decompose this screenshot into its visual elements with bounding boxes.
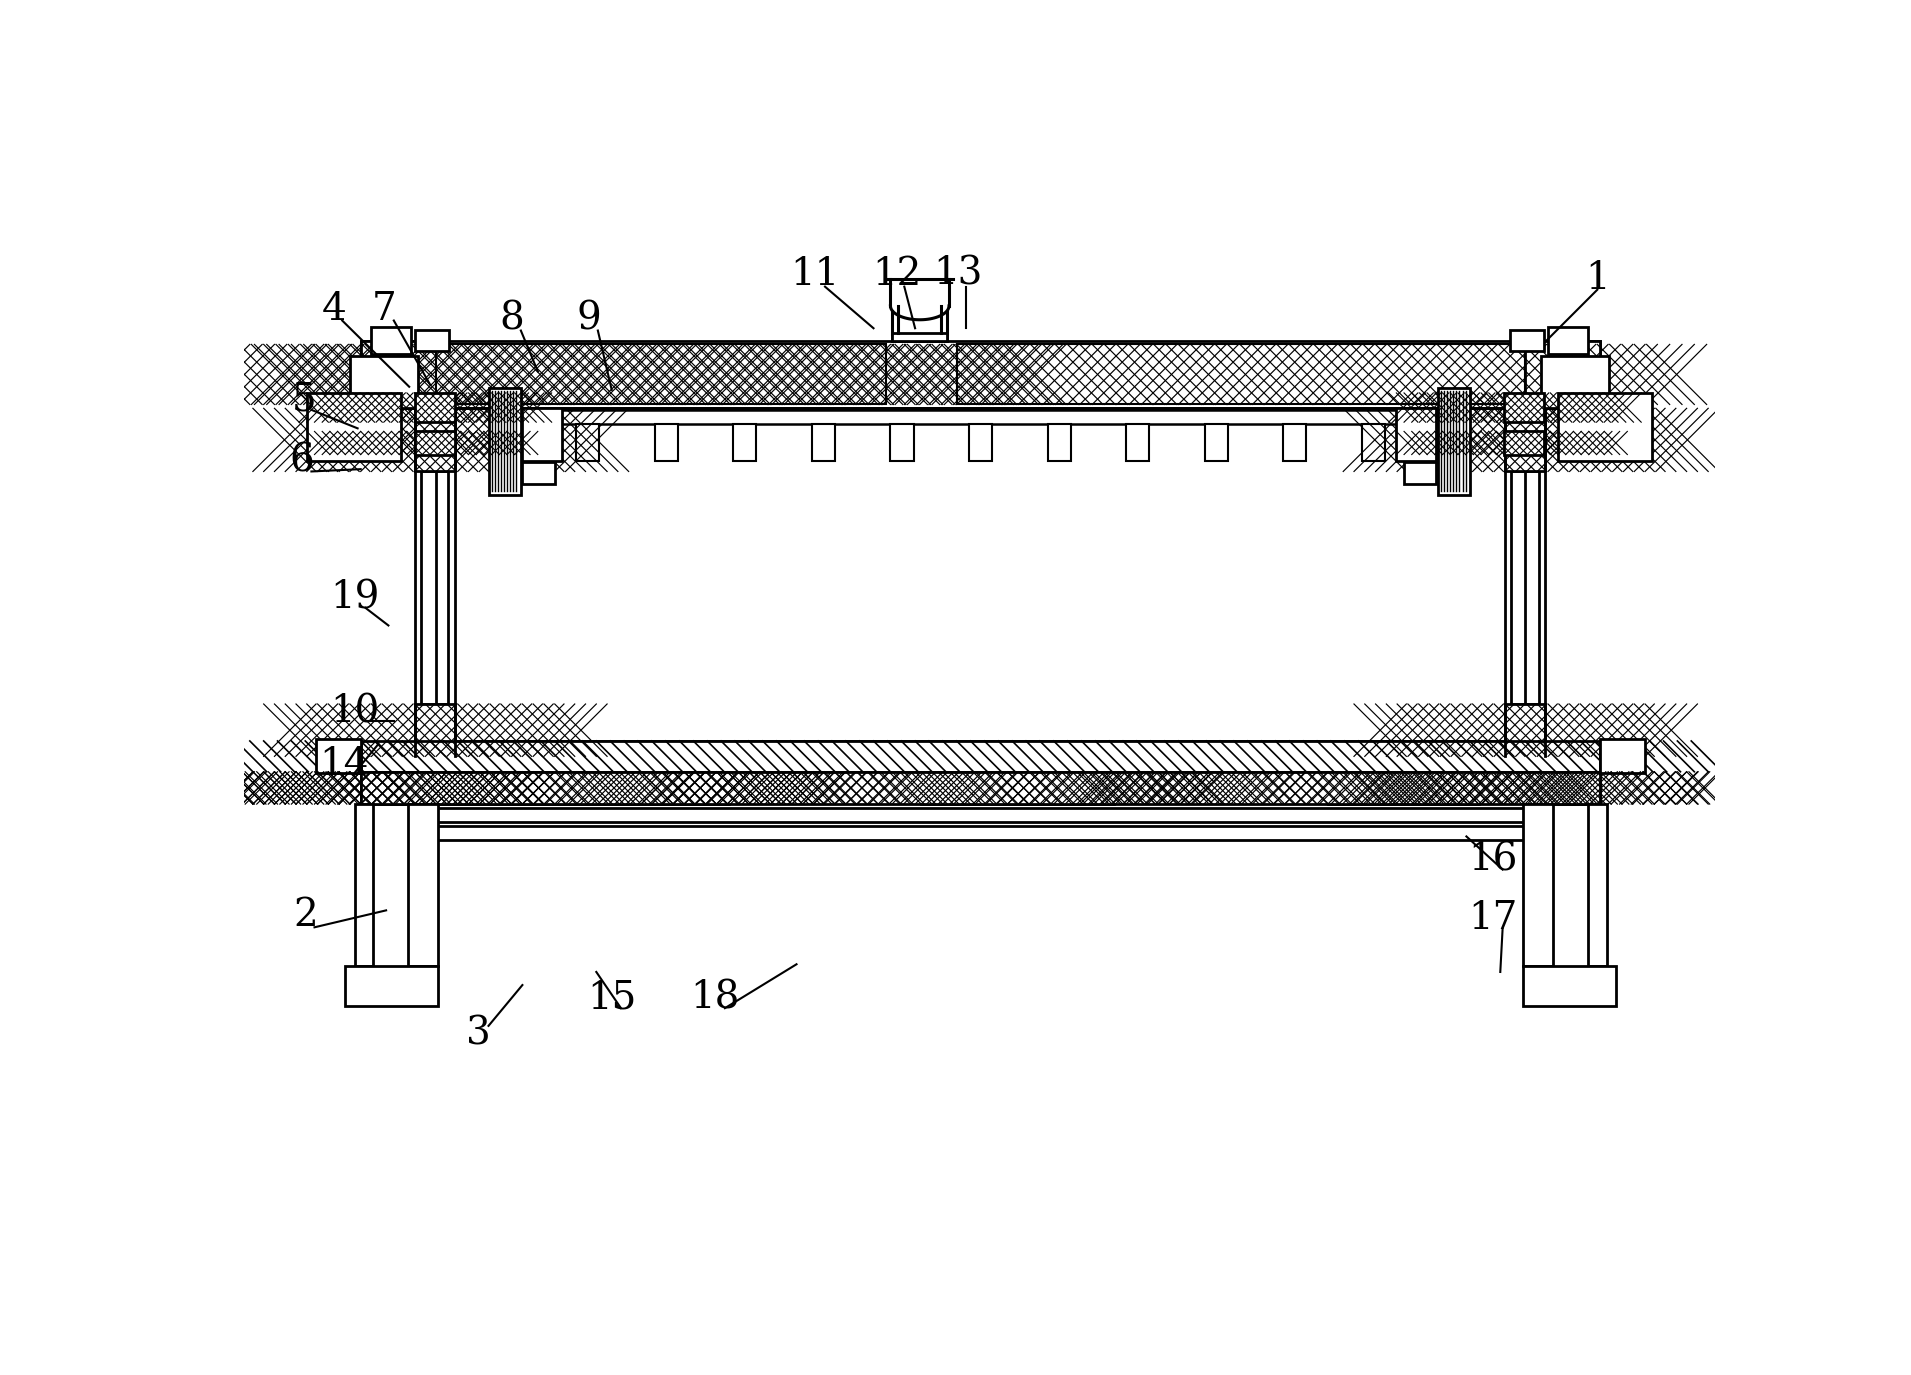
- Bar: [415, 393, 455, 422]
- Bar: [1204, 424, 1227, 461]
- Bar: [497, 424, 522, 461]
- Text: 3: 3: [466, 1015, 491, 1052]
- Bar: [522, 462, 554, 484]
- Bar: [1548, 327, 1588, 353]
- Bar: [436, 771, 728, 804]
- Bar: [892, 333, 948, 341]
- Bar: [1510, 330, 1544, 352]
- Text: 13: 13: [934, 256, 982, 293]
- Bar: [315, 740, 361, 773]
- Bar: [655, 424, 678, 461]
- Text: 16: 16: [1468, 842, 1517, 879]
- Bar: [361, 341, 436, 408]
- Bar: [1600, 744, 1632, 769]
- Bar: [1523, 965, 1617, 1006]
- Text: 15: 15: [587, 979, 636, 1016]
- Text: 18: 18: [690, 979, 740, 1016]
- Bar: [308, 393, 401, 461]
- Bar: [891, 424, 913, 461]
- Bar: [415, 704, 455, 756]
- Bar: [1525, 771, 1600, 804]
- Bar: [1363, 424, 1385, 461]
- Bar: [361, 341, 1600, 408]
- Bar: [1512, 472, 1538, 704]
- Bar: [497, 410, 1464, 424]
- Bar: [415, 330, 449, 352]
- Bar: [329, 744, 361, 769]
- Bar: [415, 408, 455, 472]
- Text: 9: 9: [577, 301, 600, 337]
- Bar: [1405, 462, 1437, 484]
- Bar: [361, 771, 1600, 804]
- Text: 2: 2: [292, 898, 317, 934]
- Bar: [1557, 393, 1651, 461]
- Bar: [1525, 341, 1600, 408]
- Bar: [1047, 424, 1070, 461]
- Bar: [1523, 804, 1552, 965]
- Text: 1: 1: [1584, 260, 1609, 297]
- Text: 7: 7: [371, 292, 396, 329]
- Bar: [1437, 388, 1470, 495]
- Text: 5: 5: [290, 381, 315, 418]
- Bar: [921, 771, 1114, 804]
- Bar: [1588, 804, 1607, 965]
- Bar: [415, 432, 455, 455]
- Text: 10: 10: [331, 693, 380, 730]
- Text: 6: 6: [289, 443, 313, 480]
- Bar: [350, 356, 419, 408]
- Bar: [734, 424, 757, 461]
- Bar: [812, 424, 835, 461]
- Bar: [361, 741, 1600, 771]
- Bar: [577, 424, 600, 461]
- Bar: [892, 334, 948, 341]
- Bar: [1282, 424, 1307, 461]
- Text: 4: 4: [323, 292, 348, 329]
- Bar: [413, 808, 1548, 822]
- Bar: [969, 424, 992, 461]
- Bar: [1441, 424, 1464, 461]
- Bar: [346, 965, 438, 1006]
- Bar: [1504, 432, 1544, 455]
- Text: 8: 8: [499, 301, 524, 337]
- Text: 12: 12: [871, 256, 921, 293]
- Bar: [361, 771, 436, 804]
- Text: 11: 11: [791, 256, 839, 293]
- Bar: [1397, 408, 1437, 461]
- Bar: [1504, 393, 1544, 422]
- Bar: [1328, 771, 1479, 804]
- Bar: [489, 388, 522, 495]
- Text: 19: 19: [331, 579, 380, 616]
- Bar: [1540, 356, 1609, 408]
- Text: 14: 14: [319, 745, 369, 782]
- Bar: [409, 804, 438, 965]
- Bar: [1506, 408, 1544, 472]
- Bar: [1600, 740, 1645, 773]
- Bar: [957, 344, 1525, 404]
- Bar: [355, 804, 373, 965]
- Text: 17: 17: [1468, 899, 1517, 936]
- Bar: [1126, 424, 1149, 461]
- Bar: [413, 826, 1548, 840]
- Bar: [436, 344, 887, 404]
- Bar: [420, 472, 449, 704]
- Bar: [522, 408, 562, 461]
- Bar: [1506, 704, 1544, 756]
- Bar: [371, 327, 411, 353]
